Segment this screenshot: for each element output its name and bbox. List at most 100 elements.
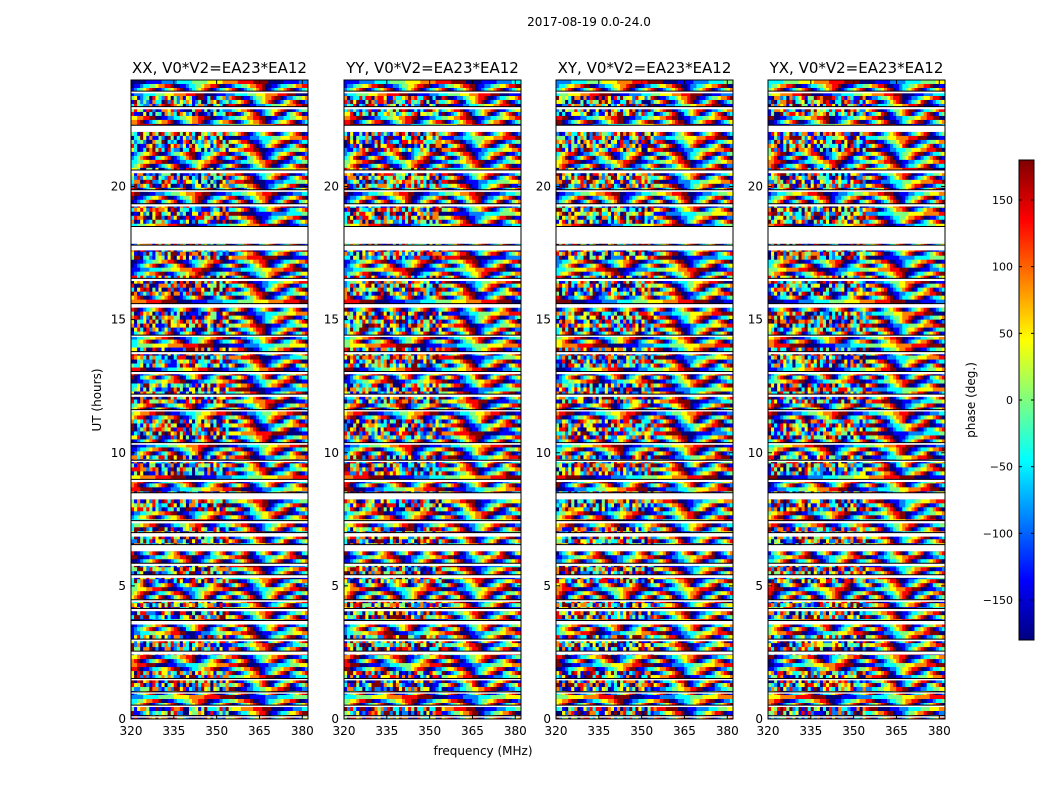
phase-cell <box>140 91 144 97</box>
phase-cell <box>283 163 288 169</box>
phase-cell <box>176 367 181 372</box>
phase-cell <box>143 219 147 225</box>
phase-cell <box>164 131 169 137</box>
phase-cell <box>213 279 217 285</box>
phase-cell <box>143 367 147 372</box>
phase-cell <box>256 80 260 85</box>
phase-cell <box>207 143 211 149</box>
phase-cell <box>195 403 199 408</box>
phase-cell <box>243 171 248 177</box>
phase-cell <box>161 415 165 420</box>
phase-cell <box>289 195 294 201</box>
phase-cell <box>256 263 260 269</box>
phase-cell <box>134 95 138 101</box>
phase-cell <box>243 419 248 424</box>
phase-cell <box>137 107 141 113</box>
phase-cell <box>256 111 260 117</box>
phase-cell <box>182 119 187 125</box>
phase-cell <box>185 399 190 404</box>
phase-cell <box>268 419 272 424</box>
phase-cell <box>298 363 303 368</box>
phase-cell <box>280 87 284 93</box>
phase-cell <box>292 255 297 261</box>
phase-cell <box>167 191 172 197</box>
phase-cell <box>277 99 281 105</box>
phase-cell <box>192 115 196 121</box>
phase-cell <box>173 327 178 332</box>
phase-cell <box>237 179 242 185</box>
phase-cell <box>158 359 162 364</box>
phase-cell <box>216 135 220 141</box>
phase-cell <box>268 91 272 97</box>
phase-cell <box>173 403 178 408</box>
phase-cell <box>176 359 181 364</box>
phase-cell <box>231 383 236 388</box>
phase-cell <box>213 415 217 420</box>
phase-cell <box>134 80 138 85</box>
phase-cell <box>274 191 278 197</box>
phase-cell <box>280 83 284 89</box>
phase-cell <box>271 207 275 213</box>
phase-cell <box>262 155 266 161</box>
phase-cell <box>182 311 187 317</box>
phase-cell <box>149 111 153 117</box>
phase-cell <box>198 211 202 217</box>
phase-cell <box>152 387 156 392</box>
phase-cell <box>250 95 254 101</box>
phase-cell <box>149 367 153 372</box>
phase-cell <box>149 267 153 273</box>
phase-cell <box>207 399 211 404</box>
phase-cell <box>262 419 266 424</box>
phase-cell <box>262 163 266 169</box>
phase-cell <box>149 80 153 85</box>
phase-cell <box>237 395 242 400</box>
phase-cell <box>152 175 156 181</box>
phase-cell <box>304 327 309 332</box>
phase-cell <box>185 295 190 301</box>
phase-cell <box>182 383 187 388</box>
phase-cell <box>301 255 306 261</box>
phase-cell <box>155 99 159 105</box>
phase-cell <box>274 363 278 368</box>
phase-cell <box>192 327 196 332</box>
phase-cell <box>219 215 223 221</box>
phase-cell <box>152 315 156 321</box>
phase-cell <box>219 95 223 101</box>
phase-cell <box>292 215 297 221</box>
phase-cell <box>182 115 187 121</box>
phase-cell <box>192 399 196 404</box>
phase-cell <box>283 199 288 205</box>
phase-cell <box>176 327 181 332</box>
phase-cell <box>234 159 239 165</box>
phase-cell <box>271 387 275 392</box>
phase-cell <box>286 251 291 257</box>
phase-cell <box>271 367 275 372</box>
phase-cell <box>253 403 257 408</box>
phase-cell <box>237 115 242 121</box>
phase-cell <box>240 183 245 189</box>
phase-cell <box>131 83 135 89</box>
phase-cell <box>219 383 223 388</box>
phase-cell <box>164 111 169 117</box>
phase-cell <box>286 83 291 89</box>
phase-cell <box>280 315 284 321</box>
phase-cell <box>286 311 291 317</box>
phase-cell <box>173 319 178 325</box>
phase-cell <box>182 375 187 380</box>
phase-cell <box>158 207 162 213</box>
phase-cell <box>295 347 300 352</box>
phase-cell <box>298 159 303 165</box>
phase-cell <box>167 299 172 305</box>
phase-cell <box>146 383 150 388</box>
phase-cell <box>173 307 178 313</box>
phase-cell <box>207 115 211 121</box>
phase-cell <box>182 339 187 344</box>
phase-cell <box>198 80 202 85</box>
phase-cell <box>182 163 187 169</box>
phase-cell <box>216 87 220 93</box>
phase-cell <box>192 219 196 225</box>
phase-cell <box>298 179 303 185</box>
phase-cell <box>188 411 193 416</box>
phase-cell <box>149 219 153 225</box>
phase-cell <box>222 195 226 201</box>
